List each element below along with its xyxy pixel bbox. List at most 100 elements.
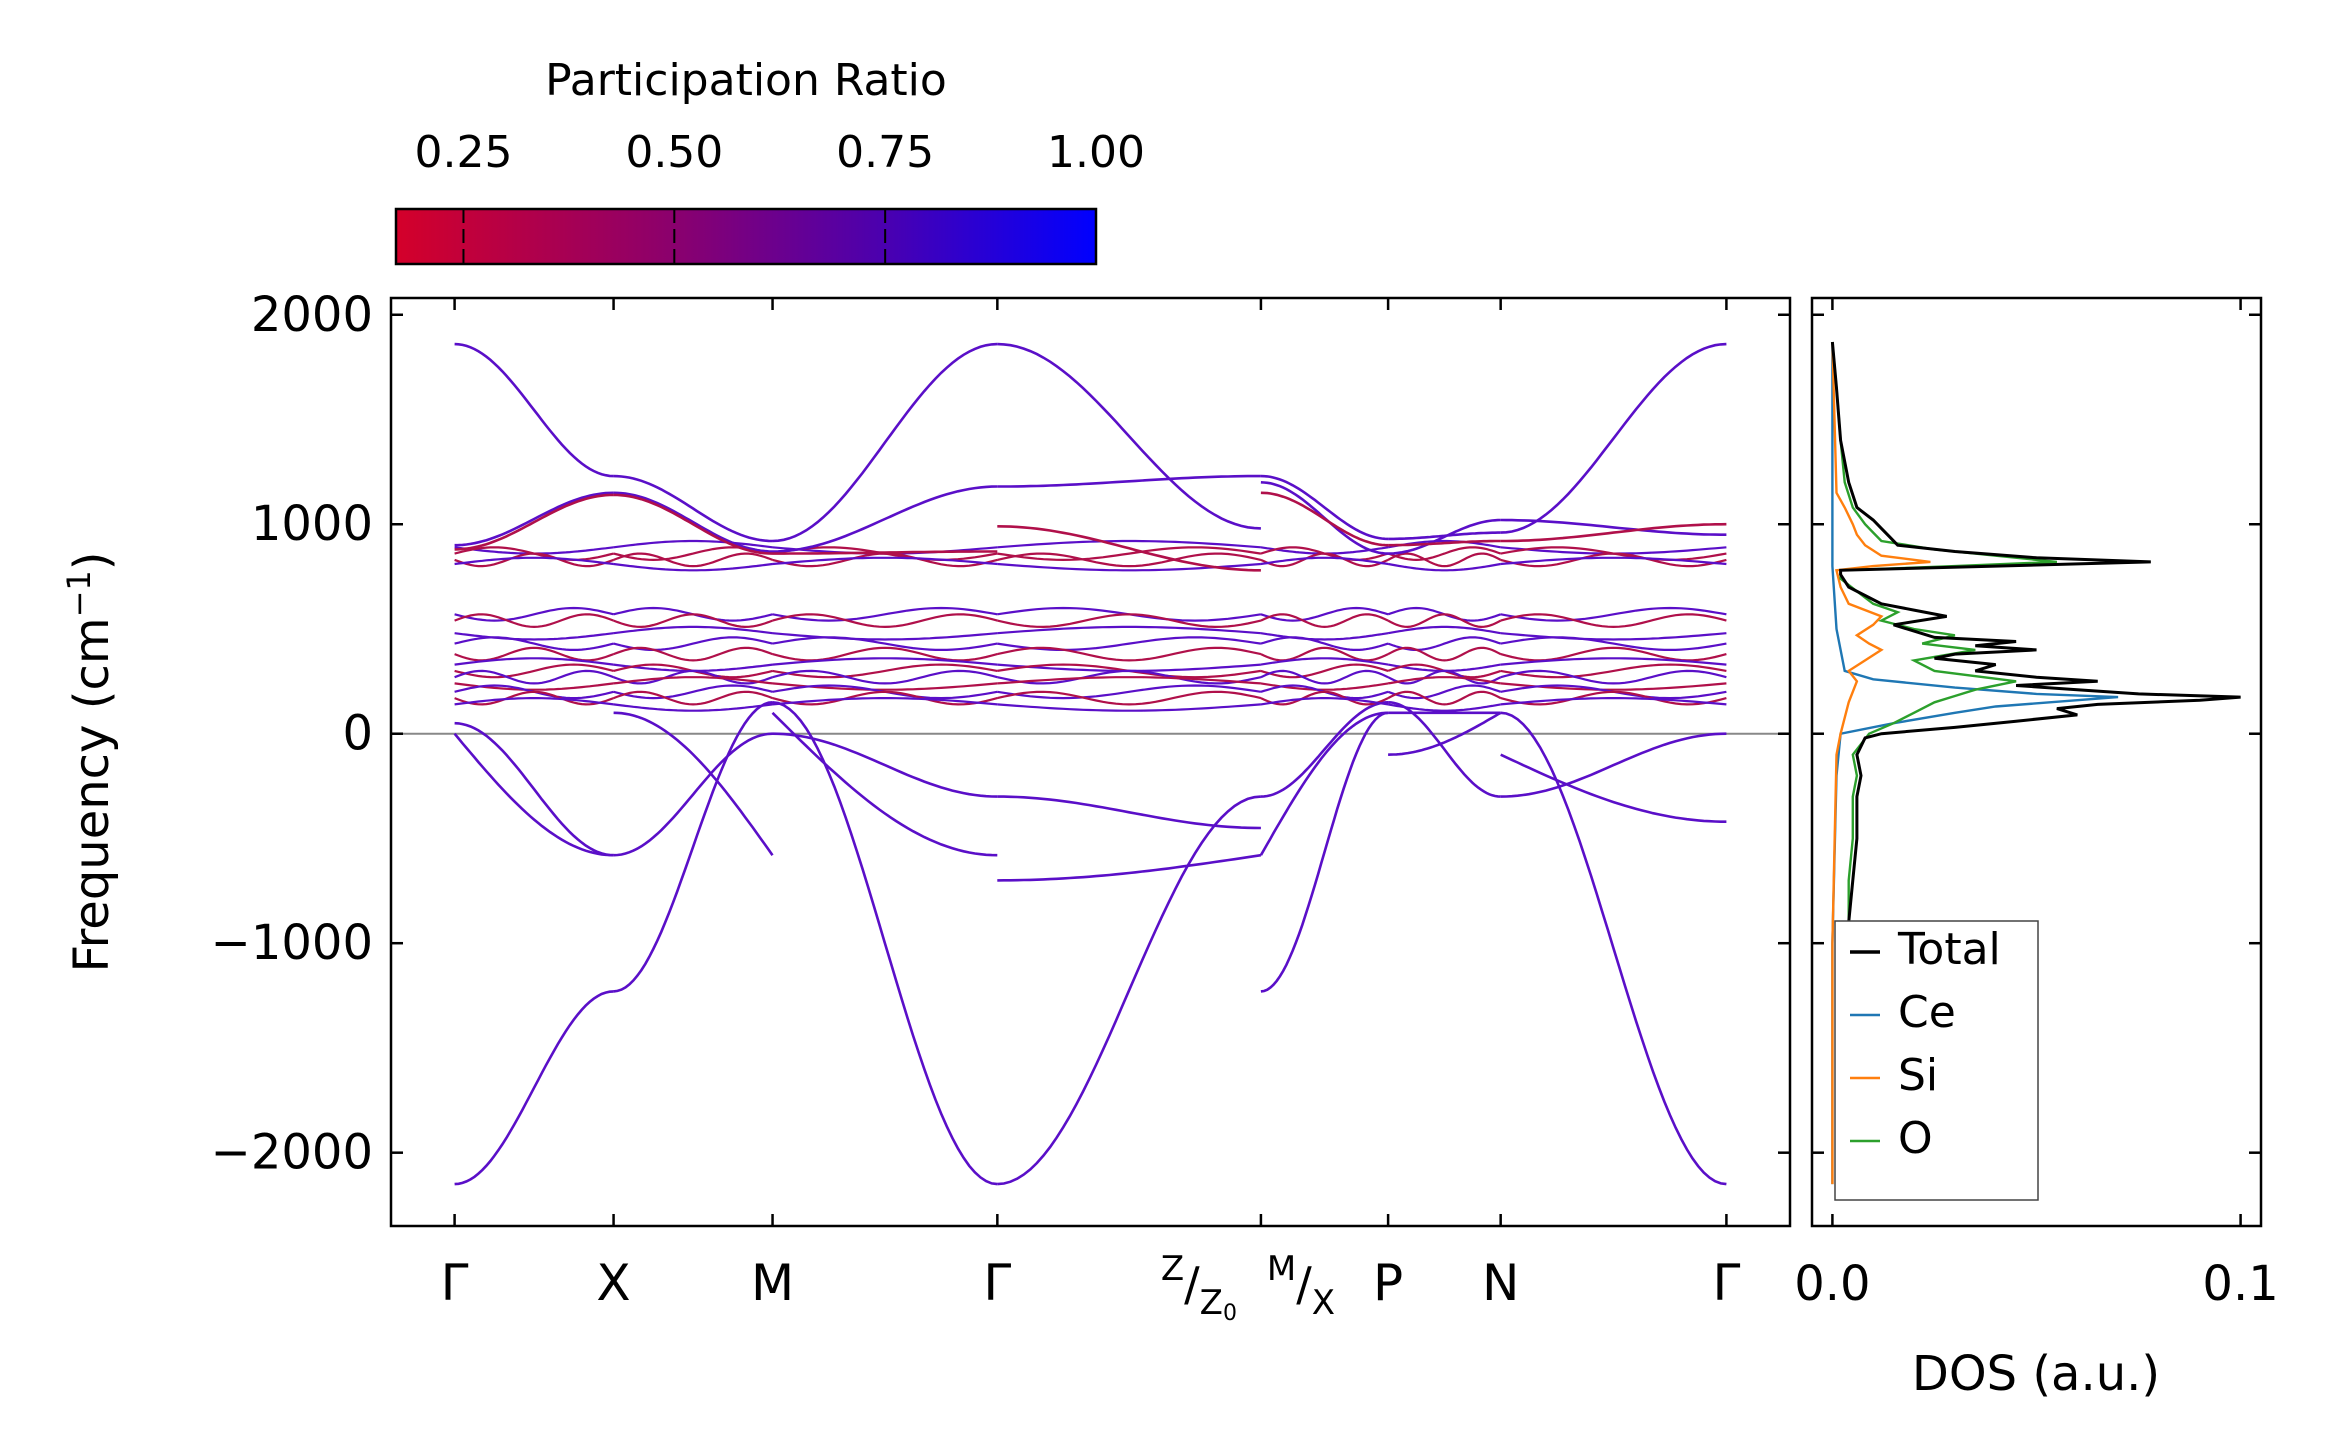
band-line xyxy=(997,676,1261,685)
band-line xyxy=(1500,753,1727,823)
band-line xyxy=(772,732,998,798)
band-line xyxy=(1387,552,1502,568)
band-line xyxy=(1260,657,1389,666)
band-line xyxy=(771,711,998,857)
dos-series-o xyxy=(1831,341,2058,1185)
legend-label: Ce xyxy=(1898,987,1956,1038)
band-line xyxy=(454,721,614,857)
band-line xyxy=(1387,562,1501,572)
band-line xyxy=(1387,676,1501,685)
band-line xyxy=(613,636,773,651)
band-line xyxy=(613,539,773,549)
band-line xyxy=(613,613,773,629)
band-line xyxy=(1500,632,1727,641)
band-line xyxy=(997,684,1262,700)
band-line xyxy=(1500,657,1727,666)
band-line xyxy=(772,690,998,706)
kpoint-label: M/X xyxy=(1267,1249,1335,1323)
band-line xyxy=(997,690,1262,706)
band-line xyxy=(1260,663,1389,679)
band-line xyxy=(1260,636,1389,651)
dos-panel: 0.0 0.1 DOS (a.u.) Total Ce Si O xyxy=(1794,296,2279,1402)
band-line xyxy=(997,853,1262,882)
dos-lines xyxy=(1830,341,2241,1185)
y-tick-label: 1000 xyxy=(251,496,373,552)
band-line xyxy=(1500,552,1727,568)
band-line xyxy=(1500,690,1727,706)
band-line xyxy=(772,632,998,641)
band-line xyxy=(1260,556,1389,566)
dos-x-tick-label: 0.0 xyxy=(1794,1256,1870,1312)
dos-series-total xyxy=(1830,341,2241,1185)
band-x-ticks: Γ X M Γ Z/Z0 M/X P N Γ xyxy=(441,298,1740,1326)
band-line xyxy=(454,493,614,551)
band-line xyxy=(772,697,998,706)
band-line xyxy=(454,613,614,629)
band-line xyxy=(997,613,1262,629)
y-tick-label: 2000 xyxy=(251,287,373,343)
band-line xyxy=(613,711,774,856)
band-line xyxy=(613,690,773,706)
legend-label: Total xyxy=(1897,924,2001,975)
dos-x-axis-label: DOS (a.u.) xyxy=(1912,1346,2160,1402)
band-line xyxy=(1260,711,1389,993)
kpoint-label: Γ xyxy=(983,1254,1011,1312)
kpoint-label: M xyxy=(751,1254,794,1312)
band-line xyxy=(772,669,998,685)
colorbar-tick-label: 0.75 xyxy=(836,127,934,178)
band-line xyxy=(613,474,773,543)
dos-legend-entries: Total Ce Si O xyxy=(1850,924,2001,1164)
band-line xyxy=(1500,522,1727,543)
band-line xyxy=(997,625,1261,635)
kpoint-label: Γ xyxy=(1712,1254,1740,1312)
band-line xyxy=(1259,711,1389,856)
dos-x-tick-label: 0.1 xyxy=(2202,1256,2278,1312)
band-line xyxy=(997,525,1261,572)
band-line xyxy=(454,663,614,679)
band-line xyxy=(997,795,1262,1186)
colorbar-tick-label: 0.25 xyxy=(414,127,512,178)
band-line xyxy=(1260,474,1389,541)
band-line xyxy=(613,491,773,553)
band-line xyxy=(1260,491,1389,547)
band-line xyxy=(454,632,614,641)
band-line xyxy=(1260,697,1389,706)
band-line xyxy=(772,636,998,651)
dos-legend-frame xyxy=(1834,920,2039,1201)
band-line xyxy=(613,703,773,712)
band-line xyxy=(613,676,773,685)
band-line xyxy=(1260,613,1389,629)
band-y-ticks: −2000 −1000 0 1000 2000 xyxy=(211,287,1790,1181)
band-line xyxy=(1387,636,1502,651)
band-line xyxy=(1388,539,1501,547)
band-line xyxy=(613,552,773,568)
band-line xyxy=(1500,663,1727,679)
dos-series-si xyxy=(1831,341,1931,1185)
band-line xyxy=(772,657,998,666)
colorbar-ticks xyxy=(462,209,887,264)
band-line xyxy=(772,606,998,622)
band-line xyxy=(997,646,1262,662)
band-line xyxy=(454,491,614,547)
band-line xyxy=(613,646,773,662)
band-line xyxy=(453,732,614,857)
band-line xyxy=(997,795,1261,830)
band-line xyxy=(772,613,998,629)
kpoint-label: X xyxy=(596,1254,630,1312)
band-line xyxy=(997,474,1261,488)
band-line xyxy=(1260,632,1389,641)
band-line xyxy=(1260,690,1389,706)
kpoint-label: Γ xyxy=(441,1254,469,1312)
dos-series-ce xyxy=(1831,342,2119,1185)
band-line xyxy=(613,493,773,555)
band-line xyxy=(997,552,1262,568)
band-line xyxy=(613,625,773,635)
colorbar-label: Participation Ratio xyxy=(545,55,947,106)
band-line xyxy=(1387,546,1502,562)
band-structure-panel: −2000 −1000 0 1000 2000 Γ X M Γ Z/Z0 M/X P N Γ Frequ… xyxy=(60,287,1792,1326)
band-line xyxy=(997,636,1262,651)
band-line xyxy=(1500,613,1727,629)
band-line xyxy=(1500,342,1727,534)
kpoint-label: Z/Z0 xyxy=(1161,1249,1237,1326)
